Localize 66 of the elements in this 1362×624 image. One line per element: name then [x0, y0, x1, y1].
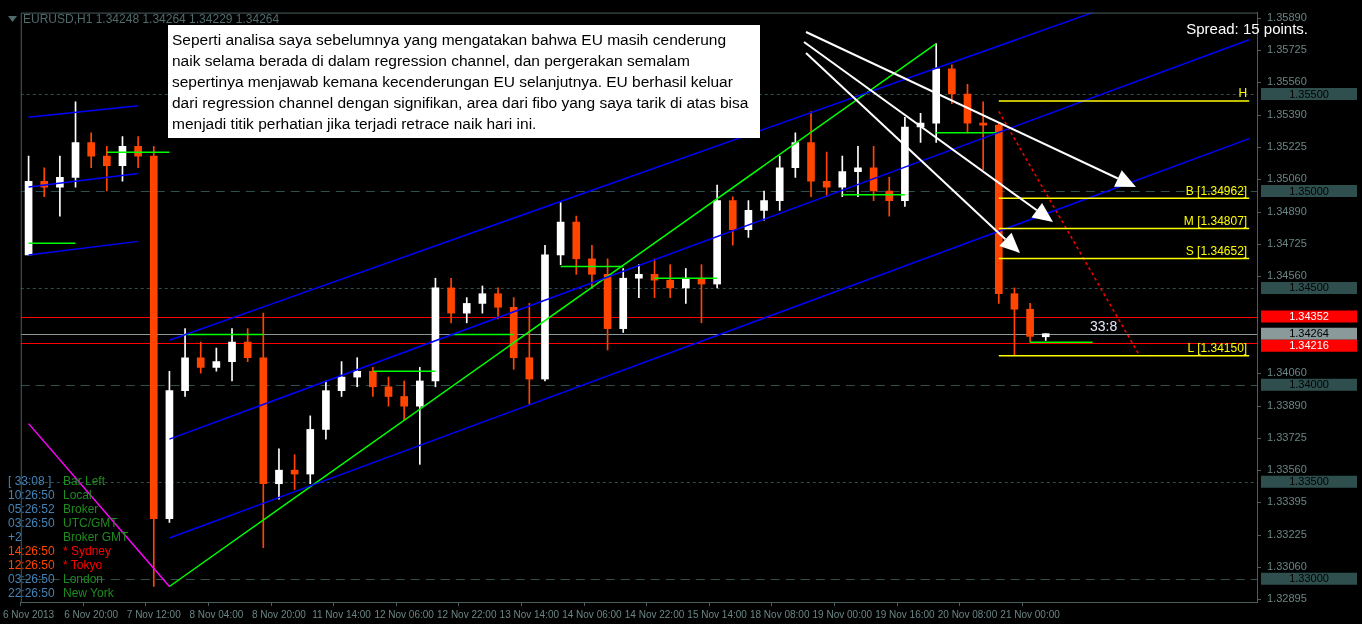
series-label: H [1238, 86, 1248, 101]
y-tick-label: 1.33225 [1267, 528, 1307, 541]
x-tick-label: 18 Nov 08:00 [749, 608, 810, 620]
y-tick-label: 1.33395 [1267, 495, 1307, 508]
x-tick-label: 12 Nov 06:00 [374, 608, 435, 620]
x-tick-label: 21 Nov 00:00 [1000, 608, 1061, 620]
y-tick-label: 1.32895 [1267, 592, 1307, 605]
y-tick-label: 1.34560 [1267, 269, 1307, 282]
y-tick-label: 1.33560 [1267, 463, 1307, 476]
annotation: 03:26:50 [8, 572, 56, 586]
series-label: M [1.34807] [1183, 213, 1248, 228]
ref-line-label: 1.34500 [1289, 281, 1329, 294]
annotation: 12:26:50 [8, 558, 56, 572]
y-tick-label: 1.35225 [1267, 140, 1307, 153]
y-tick-label: 1.34725 [1267, 237, 1307, 250]
x-tick-label: 13 Nov 14:00 [499, 608, 560, 620]
annotation: London [63, 572, 104, 586]
x-tick-label: 19 Nov 00:00 [812, 608, 873, 620]
x-tick-label: 19 Nov 16:00 [875, 608, 936, 620]
ref-line-label: 1.33500 [1289, 475, 1329, 488]
annotation: Seperti analisa saya sebelumnya yang mengatakan bahwa EU masih cenderung naik selama berada di dalam regression channel, dan pergerakan semalam sepertinya menjawab kemana kecenderungan EU selanjutnya. EU berhasil keluar dari regression channel dengan signifikan, area dari fibo yang saya tarik di atas bisa menjadi titik perhatian jika terjadi retrace naik hari ini. [168, 25, 760, 138]
annotation: 10:26:50 [8, 488, 56, 502]
y-tick-label: 1.35725 [1267, 43, 1307, 56]
series-label: S [1.34652] [1185, 243, 1248, 258]
x-tick-label: 15 Nov 14:00 [687, 608, 748, 620]
annotation: Local [63, 488, 92, 502]
ref-line-label: 1.35000 [1289, 184, 1329, 197]
annotation: New York [63, 586, 114, 600]
x-tick-label: 14 Nov 06:00 [562, 608, 623, 620]
y-tick-label: 1.35560 [1267, 75, 1307, 88]
annotation: * Sydney [63, 544, 112, 558]
annotation: Broker [63, 502, 99, 516]
annotation: 03:26:50 [8, 516, 56, 530]
x-tick-label: 20 Nov 08:00 [937, 608, 998, 620]
y-tick-label: 1.34060 [1267, 366, 1307, 379]
x-tick-label: 8 Nov 20:00 [251, 608, 307, 620]
annotation: 14:26:50 [8, 544, 56, 558]
ref-line-label: 1.33000 [1289, 572, 1329, 585]
y-tick-label: 1.34890 [1267, 205, 1307, 218]
ref-line-label: 1.34264 [1289, 327, 1329, 340]
series-label: L [1.34150] [1187, 341, 1248, 356]
ref-line-label: 1.35500 [1289, 87, 1329, 100]
series-label: B [1.34962] [1185, 183, 1248, 198]
ref-line-label: 1.34352 [1289, 310, 1329, 323]
x-tick-label: 7 Nov 12:00 [126, 608, 182, 620]
annotation: 05:26:52 [8, 502, 56, 516]
ref-line-label: 1.34000 [1289, 378, 1329, 391]
x-tick-label: 11 Nov 14:00 [312, 608, 372, 620]
annotation: * Tokyo [63, 558, 103, 572]
y-tick-label: 1.33060 [1267, 560, 1307, 573]
x-tick-label: 6 Nov 2013 [3, 608, 55, 620]
annotation: 22:26:50 [8, 586, 56, 600]
y-tick-label: 1.35060 [1267, 172, 1307, 185]
x-tick-label: 8 Nov 04:00 [189, 608, 244, 620]
chart-title: EURUSD,H1 1.34248 1.34264 1.34229 1.34264 [23, 12, 280, 26]
annotation: 33:8 [1090, 318, 1118, 334]
annotation: Broker GMT [63, 530, 129, 544]
y-tick-label: 1.33725 [1267, 431, 1307, 444]
y-tick-label: 1.33890 [1267, 399, 1307, 412]
annotation: [ 33:08 ] [8, 474, 53, 488]
ref-line-label: 1.34216 [1289, 339, 1329, 352]
x-tick-label: 14 Nov 22:00 [624, 608, 685, 620]
annotation: +2 [8, 530, 23, 544]
x-tick-label: 6 Nov 20:00 [64, 608, 119, 620]
x-tick-label: 12 Nov 22:00 [437, 608, 497, 620]
y-tick-label: 1.35390 [1267, 108, 1307, 121]
